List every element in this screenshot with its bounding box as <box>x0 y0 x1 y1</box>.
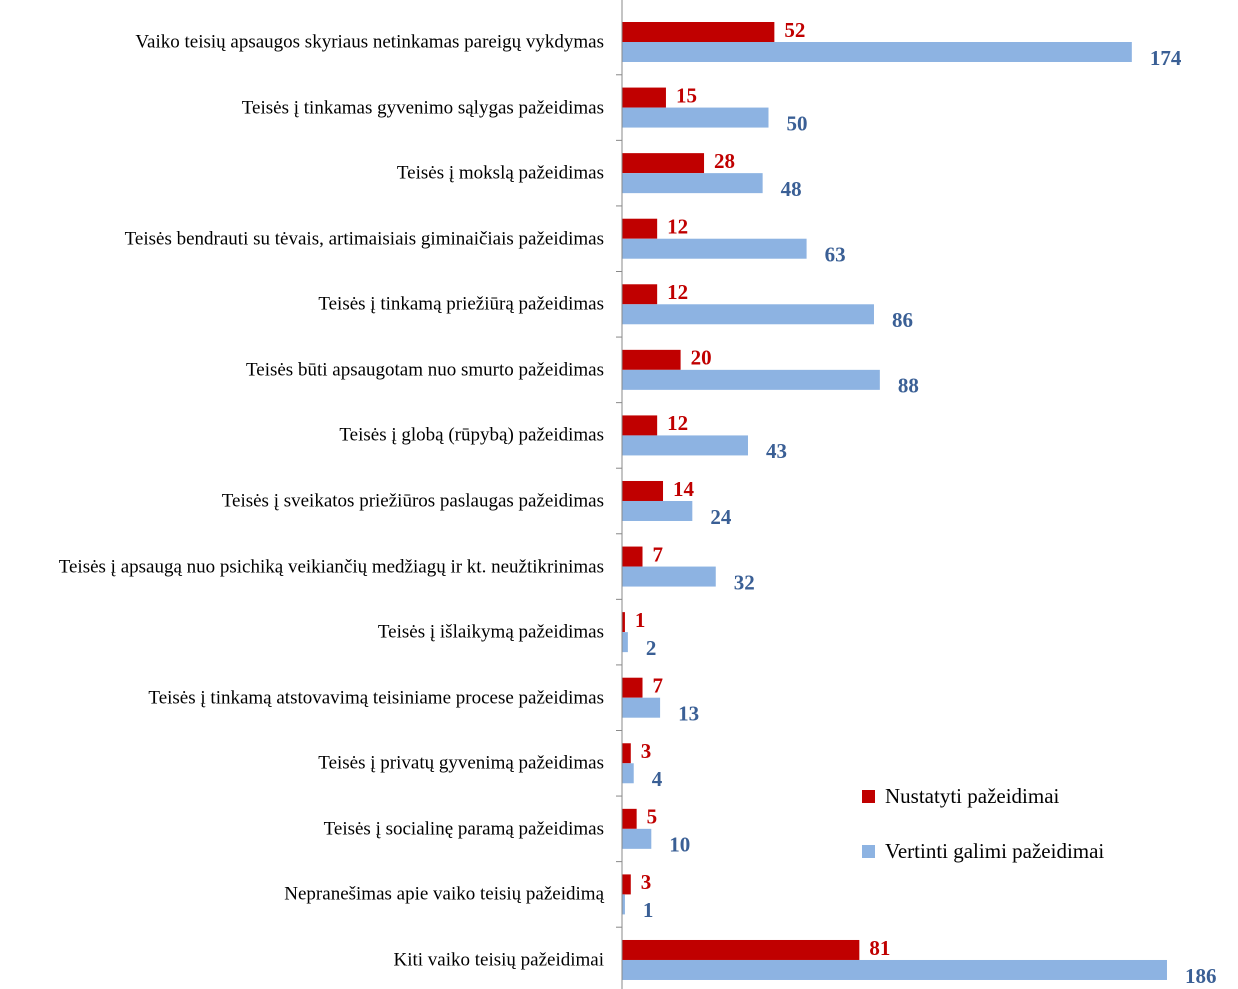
value-label: 43 <box>766 439 787 463</box>
bar <box>622 480 664 501</box>
bar <box>622 677 643 698</box>
bar <box>622 500 693 521</box>
value-label: 28 <box>714 149 735 173</box>
category-label: Teisės į globą (rūpybą) pažeidimas <box>339 424 604 446</box>
value-label: 12 <box>667 215 688 239</box>
value-label: 81 <box>869 936 890 960</box>
bar <box>622 87 666 108</box>
category-label: Teisės į išlaikymą pažeidimas <box>377 621 604 643</box>
value-label: 1 <box>643 898 654 922</box>
value-label: 20 <box>691 346 712 370</box>
value-label: 186 <box>1185 964 1217 988</box>
value-label: 14 <box>673 477 695 501</box>
category-label: Teisės bendrauti su tėvais, artimaisiais… <box>124 228 604 250</box>
bar <box>622 238 807 259</box>
value-label: 7 <box>653 542 664 566</box>
value-label: 50 <box>787 111 808 135</box>
category-label: Teisės į tinkamą priežiūrą pažeidimas <box>318 293 604 315</box>
value-label: 12 <box>667 411 688 435</box>
bar <box>622 107 769 128</box>
bar <box>622 173 763 194</box>
bar <box>622 697 661 718</box>
bar <box>622 959 1167 980</box>
value-label: 86 <box>892 308 913 332</box>
bar <box>622 349 681 370</box>
bar <box>622 632 628 653</box>
value-label: 4 <box>652 767 663 791</box>
legend-swatch <box>862 790 875 803</box>
bar <box>622 808 637 829</box>
value-label: 52 <box>784 18 805 42</box>
category-label: Teisės būti apsaugotam nuo smurto pažeid… <box>245 359 604 381</box>
category-label: Kiti vaiko teisių pažeidimai <box>393 949 604 971</box>
legend-swatch <box>862 845 875 858</box>
bar <box>622 415 658 436</box>
value-label: 24 <box>710 505 732 529</box>
legend-label: Vertinti galimi pažeidimai <box>885 839 1104 863</box>
bar <box>622 284 658 305</box>
bar <box>622 894 625 915</box>
category-label: Vaiko teisių apsaugos skyriaus netinkama… <box>135 31 604 53</box>
value-label: 3 <box>641 870 652 894</box>
bar <box>622 566 716 587</box>
value-label: 5 <box>647 805 658 829</box>
bar <box>622 42 1132 62</box>
bar <box>622 612 625 633</box>
value-label: 32 <box>734 570 755 594</box>
value-label: 13 <box>678 702 699 726</box>
value-label: 174 <box>1150 46 1182 70</box>
value-label: 2 <box>646 636 657 660</box>
value-label: 15 <box>676 83 697 107</box>
category-label: Teisės į tinkamą atstovavimą teisiniame … <box>148 687 604 709</box>
value-label: 12 <box>667 280 688 304</box>
bar <box>622 218 658 239</box>
bar <box>622 153 705 174</box>
bar <box>622 546 643 567</box>
category-label: Teisės į sveikatos priežiūros paslaugas … <box>221 490 604 512</box>
bar <box>622 22 775 42</box>
category-label: Teisės į tinkamas gyvenimo sąlygas pažei… <box>241 97 604 119</box>
bar <box>622 369 880 390</box>
bar <box>622 763 634 784</box>
category-label: Teisės į apsaugą nuo psichiką veikiančių… <box>58 556 604 578</box>
legend-label: Nustatyti pažeidimai <box>885 784 1060 808</box>
bar <box>622 743 631 764</box>
value-label: 10 <box>669 833 690 857</box>
bar <box>622 939 860 960</box>
bar <box>622 828 652 849</box>
category-label: Teisės į privatų gyvenimą pažeidimas <box>318 752 604 774</box>
category-label: Teisės į mokslą pažeidimas <box>396 162 604 184</box>
value-label: 1 <box>635 608 646 632</box>
bar <box>622 435 748 456</box>
bar <box>622 304 874 325</box>
value-label: 88 <box>898 374 919 398</box>
value-label: 3 <box>641 739 652 763</box>
bar <box>622 874 631 895</box>
category-label: Teisės į socialinę paramą pažeidimas <box>323 818 604 840</box>
value-label: 48 <box>781 177 802 201</box>
category-label: Nepranešimas apie vaiko teisių pažeidimą <box>284 883 604 905</box>
value-label: 7 <box>653 674 664 698</box>
value-label: 63 <box>825 243 846 267</box>
